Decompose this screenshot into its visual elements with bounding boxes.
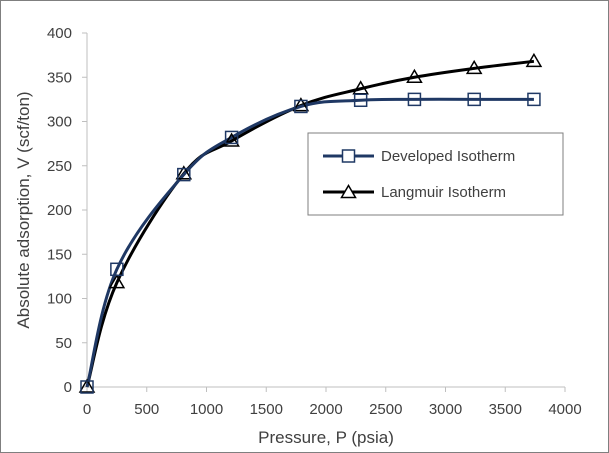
x-tick-label: 1500 (250, 401, 283, 418)
data-point-langmuir-isotherm (175, 165, 193, 180)
x-tick-label: 2000 (309, 401, 342, 418)
data-point-langmuir-isotherm (406, 68, 423, 83)
data-point-developed-isotherm (177, 167, 191, 182)
x-tick-label: 2500 (369, 401, 402, 418)
legend-developed-label: Developed Isotherm (381, 148, 515, 165)
y-tick-label: 150 (47, 246, 72, 263)
y-tick-label: 200 (47, 202, 72, 219)
legend-langmuir-label: Langmuir Isotherm (381, 184, 506, 201)
x-tick-label: 3000 (429, 401, 462, 418)
y-tick-label: 350 (47, 69, 72, 86)
data-point-developed-isotherm (467, 92, 481, 107)
legend-langmuir-marker (340, 184, 357, 199)
data-point-langmuir-isotherm (108, 274, 126, 289)
series-line-developed-isotherm (85, 97, 534, 388)
x-axis-ticks: 0 500 1000 1500 2000 2500 3000 3500 4000 (83, 387, 582, 418)
legend: Developed Isotherm Langmuir Isotherm (307, 132, 564, 216)
x-tick-label: 4000 (548, 401, 581, 418)
data-point-developed-isotherm (527, 92, 541, 107)
data-point-developed-isotherm (110, 262, 124, 277)
data-point-developed-isotherm (224, 130, 239, 145)
data-point-langmuir-isotherm (292, 97, 310, 112)
series-line-langmuir-isotherm (85, 59, 535, 388)
x-tick-label: 0 (83, 401, 91, 418)
x-tick-label: 1000 (190, 401, 223, 418)
y-tick-label: 400 (47, 25, 72, 42)
y-tick-label: 250 (47, 158, 72, 175)
data-point-langmuir-isotherm (525, 52, 543, 68)
y-tick-label: 0 (64, 379, 72, 396)
data-point-langmuir-isotherm (223, 132, 240, 147)
data-point-developed-isotherm (80, 380, 94, 394)
data-point-langmuir-isotherm (78, 378, 96, 393)
y-tick-label: 300 (47, 114, 72, 131)
data-point-developed-isotherm (294, 99, 308, 114)
y-axis-ticks: 0 50 100 150 200 250 300 350 400 (47, 25, 87, 396)
legend-box (307, 132, 564, 216)
y-tick-label: 50 (55, 335, 72, 352)
legend-developed-marker (341, 149, 356, 163)
x-tick-label: 500 (134, 401, 159, 418)
data-point-langmuir-isotherm (465, 59, 483, 75)
data-point-developed-isotherm (407, 92, 422, 107)
x-tick-label: 3500 (489, 401, 522, 418)
y-axis-title: Absolute adsorption, V (scf/ton) (14, 91, 33, 328)
y-tick-label: 100 (47, 291, 72, 308)
x-axis-title: Pressure, P (psia) (258, 428, 394, 447)
data-point-developed-isotherm (353, 93, 368, 108)
series-layer (78, 52, 543, 394)
